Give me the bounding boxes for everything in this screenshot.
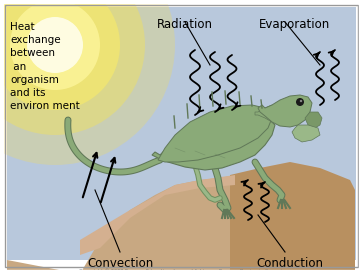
Polygon shape xyxy=(80,175,235,255)
Polygon shape xyxy=(292,125,320,142)
Text: Conduction: Conduction xyxy=(257,257,323,270)
Circle shape xyxy=(296,98,304,106)
Circle shape xyxy=(10,0,100,90)
Polygon shape xyxy=(7,168,355,274)
Polygon shape xyxy=(255,105,278,122)
Text: Heat
exchange
between
 an
organism
and its
environ ment: Heat exchange between an organism and it… xyxy=(10,22,80,111)
Text: Radiation: Radiation xyxy=(157,18,213,31)
Text: Convection: Convection xyxy=(87,257,153,270)
Polygon shape xyxy=(258,95,312,127)
Text: Evaporation: Evaporation xyxy=(260,18,331,31)
Polygon shape xyxy=(152,120,275,170)
Circle shape xyxy=(0,0,175,165)
Polygon shape xyxy=(305,112,322,128)
Polygon shape xyxy=(158,105,272,162)
Text: Copyright © 2008 Pearson Education, Inc., publishing as Pearson Benjamin Cumming: Copyright © 2008 Pearson Education, Inc.… xyxy=(79,268,291,274)
Circle shape xyxy=(0,0,120,110)
Polygon shape xyxy=(230,162,355,274)
Circle shape xyxy=(27,17,83,73)
Circle shape xyxy=(300,100,302,102)
Circle shape xyxy=(0,0,145,135)
